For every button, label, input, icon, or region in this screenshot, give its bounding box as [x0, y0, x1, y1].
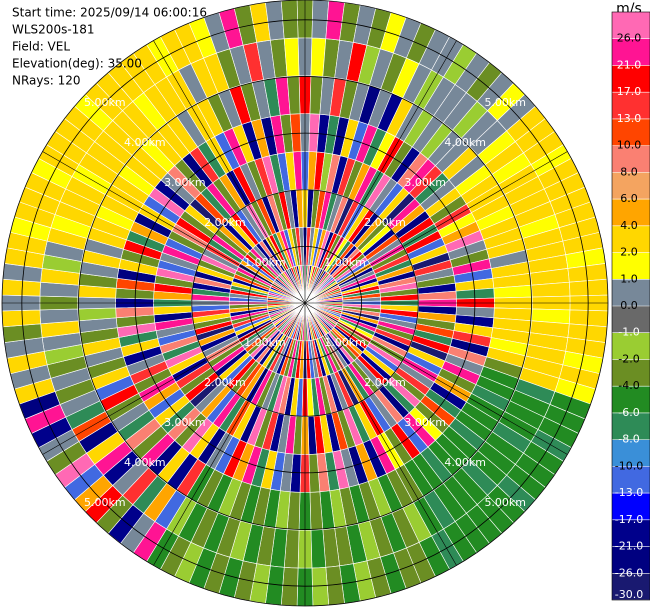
spoke [304, 40, 457, 304]
colorbar-segment [612, 306, 650, 333]
annotations: Start time: 2025/09/14 06:00:16 WLS200s-1… [12, 6, 207, 88]
colorbar-tick-label: 4.0 [620, 219, 638, 232]
colorbar-segment [612, 466, 650, 494]
colorbar-tick-label: -8.0 [618, 433, 639, 446]
colorbar-segment [612, 145, 650, 173]
colorbar-segment [612, 359, 650, 387]
annotation: Elevation(deg): 35.00 [12, 57, 142, 71]
colorbar-segment [612, 279, 650, 306]
colorbar-tick-label: -2.0 [618, 352, 639, 365]
range-ring [78, 76, 532, 530]
range-label: 3.00km [164, 416, 206, 429]
colorbar-tick-label: -26.0 [615, 566, 643, 579]
colorbar-segment [612, 573, 650, 600]
spoke [304, 302, 457, 566]
annotation: Start time: 2025/09/14 06:00:16 [12, 6, 207, 20]
range-label: 2.00km [204, 376, 246, 389]
colorbar-tick-label: -1.0 [618, 326, 639, 339]
gate [310, 529, 327, 569]
colorbar-tick-label: -6.0 [618, 406, 639, 419]
range-label: 2.00km [364, 216, 406, 229]
colorbar-segment [612, 493, 650, 520]
colorbar-tick-label: -4.0 [618, 379, 639, 392]
range-ring [134, 132, 476, 474]
colorbar-tick-label: 8.0 [620, 165, 638, 178]
range-ring [247, 245, 363, 361]
range-label: 5.00km [484, 96, 526, 109]
colorbar-tick-label: 26.0 [617, 32, 642, 45]
spoke [153, 302, 306, 566]
range-label: 3.00km [404, 416, 446, 429]
colorbar-tick-label: 21.0 [617, 58, 642, 71]
ppi-plot [1, 0, 609, 607]
gate [568, 278, 609, 297]
range-label: 5.00km [484, 496, 526, 509]
range-label: 3.00km [404, 176, 446, 189]
range-label: 3.00km [164, 176, 206, 189]
colorbar-tick-label: 1.0 [620, 272, 638, 285]
gate [531, 281, 571, 298]
colorbar-segment [612, 172, 650, 200]
colorbar-segment [612, 38, 650, 66]
colorbar-tick-label: 13.0 [617, 112, 642, 125]
spoke [304, 302, 568, 455]
spoke [42, 302, 306, 455]
range-label: 1.00km [244, 256, 286, 269]
colorbar-segment [612, 199, 650, 226]
colorbar: m/s -30.0-26.0-21.0-17.0-13.0-10.0-8.0-6… [611, 1, 650, 601]
colorbar-segment [612, 332, 650, 360]
range-label: 1.00km [324, 256, 366, 269]
colorbar-tick-label: -30.0 [615, 588, 643, 601]
colorbar-frame [611, 11, 650, 601]
range-label: 4.00km [124, 136, 166, 149]
range-label: 4.00km [444, 136, 486, 149]
colorbar-tick-label: -13.0 [615, 486, 643, 499]
colorbar-tick-label: 10.0 [617, 139, 642, 152]
range-label: 2.00km [364, 376, 406, 389]
colorbar-segment [612, 225, 650, 253]
colorbar-tick-label: -10.0 [615, 459, 643, 472]
gate [280, 0, 299, 40]
spoke [153, 40, 306, 304]
outer-ring [1, 0, 609, 607]
annotation: NRays: 120 [12, 74, 81, 88]
gate [283, 37, 300, 77]
range-label: 1.00km [324, 336, 366, 349]
range-label: 5.00km [84, 496, 126, 509]
colorbar-tick-label: -21.0 [615, 540, 643, 553]
colorbar-tick-label: 17.0 [617, 85, 642, 98]
gate [1, 309, 42, 328]
range-label: 4.00km [124, 456, 166, 469]
gate [311, 566, 330, 607]
gate [39, 308, 79, 325]
colorbar-segment [612, 65, 650, 93]
colorbar-segment [612, 92, 650, 119]
colorbar-tick-label: 2.0 [620, 246, 638, 259]
colorbar-tick-label: 0.0 [620, 299, 638, 312]
colorbar-segment [612, 12, 650, 39]
range-label: 1.00km [244, 336, 286, 349]
annotation: Field: VEL [12, 40, 70, 54]
colorbar-segment [612, 118, 650, 146]
range-grid: 1.00km 1.00km 1.00km 1.00km 2.00km 2.00km 2.00… [1, 0, 609, 607]
range-label: 5.00km [84, 96, 126, 109]
colorbar-segment [612, 546, 650, 574]
annotation: WLS200s-181 [12, 23, 95, 37]
colorbar-tick-label: 6.0 [620, 192, 638, 205]
range-label: 4.00km [444, 456, 486, 469]
range-ring [21, 19, 589, 587]
colorbar-segment [612, 412, 650, 440]
spoke [42, 151, 306, 304]
range-ring [191, 189, 419, 417]
spoke [304, 151, 568, 304]
range-label: 2.00km [204, 216, 246, 229]
colorbar-segment [612, 386, 650, 413]
colorbar-segment [612, 519, 650, 547]
colorbar-segment [612, 252, 650, 280]
colorbar-tick-label: -17.0 [615, 513, 643, 526]
colorbar-segment [612, 439, 650, 467]
